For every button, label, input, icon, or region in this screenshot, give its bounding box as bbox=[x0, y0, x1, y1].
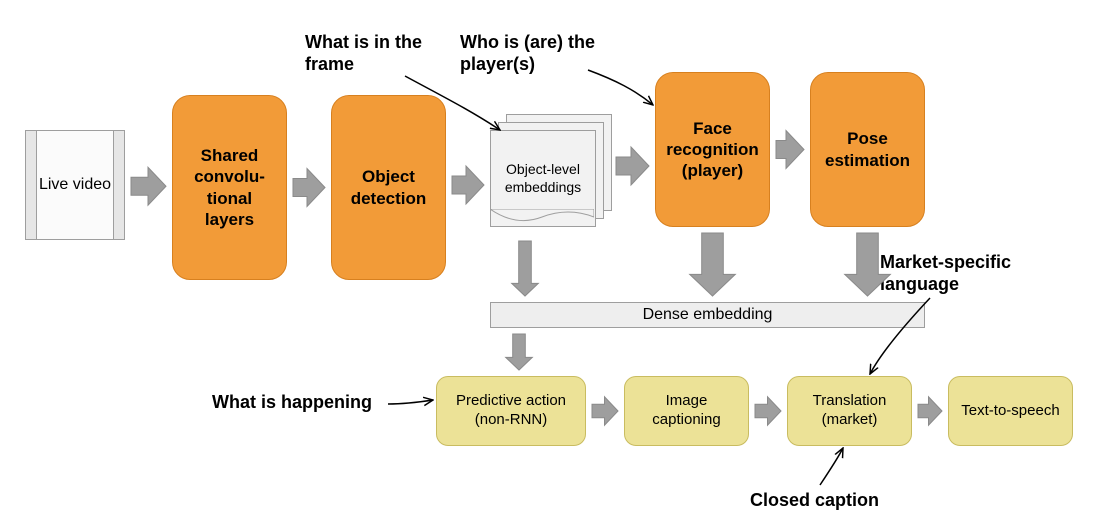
node-dense-emb-label: Dense embedding bbox=[643, 305, 773, 325]
ann-market-lang-text: Market-specific language bbox=[880, 252, 1050, 295]
node-obj-det: Object detection bbox=[331, 95, 446, 280]
ann-what-happening: What is happening bbox=[212, 392, 372, 414]
ann-what-in-frame: What is in the frame bbox=[305, 32, 445, 75]
ann-who-player-text: Who is (are) the player(s) bbox=[460, 32, 630, 75]
node-img-cap-label: Image captioning bbox=[625, 392, 748, 430]
ann-what-happening-text: What is happening bbox=[212, 392, 372, 412]
ann-happening bbox=[388, 400, 433, 404]
block-arrow bbox=[776, 131, 804, 169]
node-pred-action-label: Predictive action (non-RNN) bbox=[437, 392, 585, 430]
node-dense-emb: Dense embedding bbox=[490, 302, 925, 328]
block-arrow bbox=[452, 166, 484, 204]
node-tts: Text-to-speech bbox=[948, 376, 1073, 446]
node-face-rec: Face recognition (player) bbox=[655, 72, 770, 227]
node-shared-conv: Shared convolu­tional layers bbox=[172, 95, 287, 280]
block-arrow bbox=[755, 397, 781, 426]
node-face-rec-label: Face recognition (player) bbox=[656, 118, 769, 182]
node-live-video: Live video bbox=[25, 130, 125, 240]
node-embeddings-label: Object-level embeddings bbox=[491, 161, 595, 196]
node-embeddings: Object-level embeddings bbox=[490, 130, 610, 235]
node-pose-est-label: Pose estimation bbox=[811, 128, 924, 171]
ann-market-lang: Market-specific language bbox=[880, 252, 1050, 295]
node-img-cap: Image captioning bbox=[624, 376, 749, 446]
block-arrow bbox=[293, 169, 325, 207]
block-arrow-down bbox=[506, 334, 533, 370]
block-arrow bbox=[918, 397, 942, 426]
ann-player bbox=[588, 70, 653, 105]
node-shared-conv-label: Shared convolu­tional layers bbox=[173, 145, 286, 230]
node-live-video-label: Live video bbox=[39, 175, 111, 195]
block-arrow bbox=[131, 167, 166, 205]
ann-closed-caption: Closed caption bbox=[750, 490, 879, 512]
block-arrow bbox=[616, 147, 649, 185]
node-translation: Translation (market) bbox=[787, 376, 912, 446]
ann-closed-caption-text: Closed caption bbox=[750, 490, 879, 510]
ann-what-in-frame-text: What is in the frame bbox=[305, 32, 445, 75]
node-pred-action: Predictive action (non-RNN) bbox=[436, 376, 586, 446]
ann-caption bbox=[820, 448, 843, 485]
node-translation-label: Translation (market) bbox=[788, 392, 911, 430]
node-obj-det-label: Object detection bbox=[332, 166, 445, 209]
node-pose-est: Pose estimation bbox=[810, 72, 925, 227]
node-tts-label: Text-to-speech bbox=[955, 402, 1065, 421]
block-arrow-down bbox=[690, 233, 736, 296]
ann-who-player: Who is (are) the player(s) bbox=[460, 32, 630, 75]
block-arrow-down bbox=[512, 241, 539, 296]
block-arrow bbox=[592, 397, 618, 426]
